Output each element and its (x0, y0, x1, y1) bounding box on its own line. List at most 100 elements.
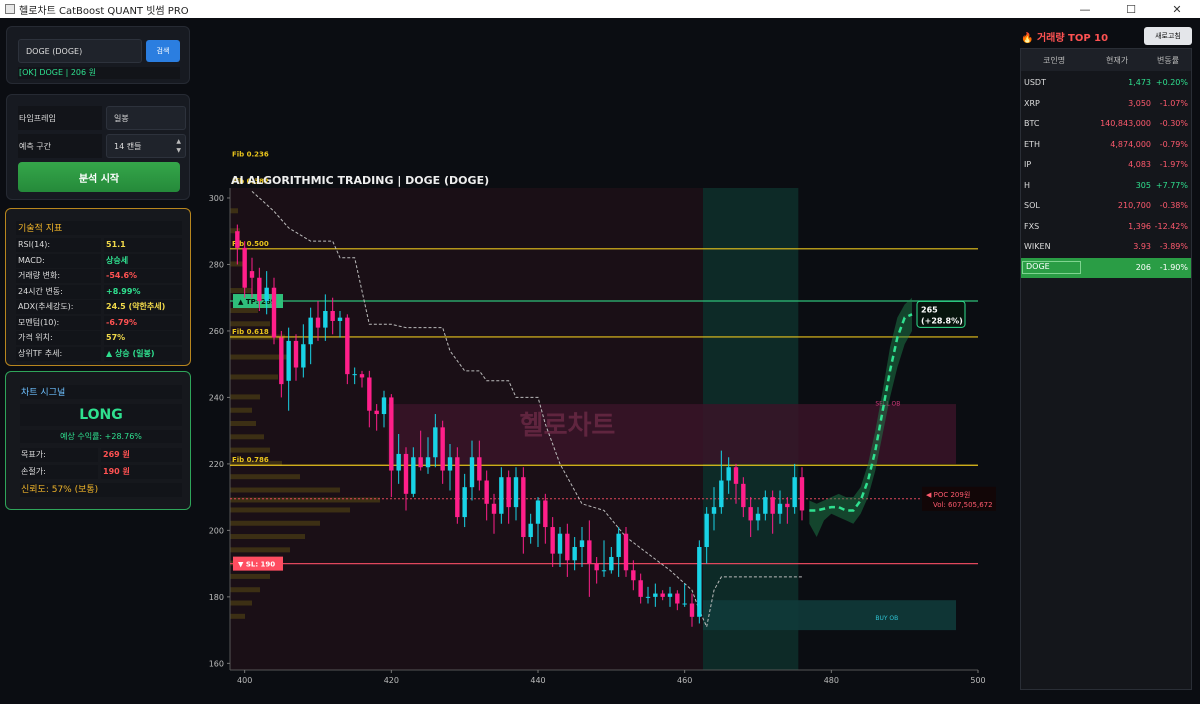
candle-body (235, 231, 240, 248)
candle-body (631, 570, 636, 581)
coin-price: 210,700 (1117, 201, 1151, 210)
coin-row[interactable]: SOL 210,700 -0.38% (1021, 196, 1191, 216)
coin-name: FXS (1024, 221, 1040, 231)
indicator-key: 가격 위치: (16, 331, 101, 345)
coin-name: XRP (1024, 98, 1040, 108)
coin-row[interactable]: IP 4,083 -1.97% (1021, 155, 1191, 175)
buy-ob-zone (703, 600, 956, 631)
candlestick-chart[interactable]: 헬로차트 160 180 200 220 240 260 280 300 400 420 440 460… (196, 18, 1008, 700)
indicator-value: 57% (104, 331, 182, 345)
x-tick-label: 400 (237, 676, 252, 685)
candle-body (249, 271, 255, 278)
candle-body (513, 477, 519, 508)
coin-row[interactable]: BTC 140,843,000 -0.30% (1021, 114, 1191, 134)
coin-change: -1.90% (1159, 262, 1188, 272)
buy-ob-label: BUY OB (875, 615, 898, 622)
signal-title: 차트 시그널 (20, 385, 182, 399)
volume-profile-bar (230, 407, 252, 413)
tp-label: ▲ TP: 269 (238, 298, 276, 306)
stop-label: 손절가: (20, 465, 98, 479)
signal-confidence: 신뢰도: 57% (보통) (20, 483, 182, 497)
coin-price: 206 (1135, 262, 1151, 272)
coin-change: -0.79% (1159, 139, 1188, 149)
candle-body (579, 540, 585, 548)
coin-price: 1,473 (1128, 78, 1151, 87)
coin-row[interactable]: XRP 3,050 -1.07% (1021, 94, 1191, 114)
indicator-key: RSI(14): (16, 238, 101, 252)
maximize-button[interactable]: ☐ (1126, 2, 1136, 16)
top10-title: 🔥 거래량 TOP 10 (1021, 29, 1108, 44)
coin-row[interactable]: DOGE 206 -1.90% (1021, 257, 1191, 278)
header-coin: 코인명 (1043, 56, 1066, 65)
candle-body (733, 467, 739, 484)
volume-profile-bar (230, 487, 340, 493)
timeframe-value: 일봉 (114, 113, 129, 123)
target-row: 목표가: 269 원 (20, 448, 182, 462)
candle-body (528, 523, 533, 538)
candle-body (535, 500, 541, 524)
poc-label: ◀ POC 209원 (926, 490, 970, 499)
candle-body (315, 317, 321, 328)
candle-body (440, 427, 445, 471)
target-badge (916, 300, 966, 328)
target-badge-pct: (+28.8%) (921, 316, 963, 325)
x-tick-label: 420 (384, 676, 399, 685)
coin-row[interactable]: WIKEN 3.93 -3.89% (1021, 237, 1191, 257)
candle-body (609, 556, 614, 571)
coin-row[interactable]: H 305 +7.77% (1021, 176, 1191, 196)
candle-body (675, 593, 680, 604)
target-label: 목표가: (20, 448, 98, 462)
close-button[interactable]: ✕ (1172, 2, 1182, 16)
spin-arrows-icon[interactable]: ▲ ▼ (176, 138, 181, 154)
volume-profile-bar (230, 208, 238, 214)
candle-body (323, 310, 328, 328)
coin-change: +0.20% (1155, 78, 1188, 87)
volume-profile-bar (230, 474, 300, 480)
coin-price: 4,083 (1128, 160, 1151, 169)
table-header: 코인명 현재가 변동률 (1021, 49, 1191, 71)
minimize-button[interactable]: — (1079, 2, 1091, 16)
signal-direction: LONG (20, 404, 182, 426)
y-tick-label: 200 (209, 526, 224, 535)
indicators-panel: 기술적 지표 RSI(14): 51.1 MACD: 상승세 거래량 변화: -54.6%… (5, 208, 191, 366)
window-titlebar: 헬로차트 CatBoost QUANT 빗썸 PRO — ☐ ✕ (0, 0, 1200, 18)
candle-body (359, 374, 365, 378)
candle-body (755, 513, 761, 521)
price-chart-area[interactable]: 헬로차트 160 180 200 220 240 260 280 300 400 420 440 460… (196, 18, 1008, 700)
y-tick-label: 180 (209, 593, 224, 602)
candle-body (389, 397, 394, 471)
coin-price: 4,874,000 (1110, 139, 1151, 149)
coin-row[interactable]: USDT 1,473 +0.20% (1021, 73, 1191, 93)
analyze-button[interactable]: 분석 시작 (18, 162, 180, 192)
search-button[interactable]: 검색 (146, 40, 180, 62)
coin-row[interactable]: ETH 4,874,000 -0.79% (1021, 135, 1191, 155)
indicators-title: 기술적 지표 (16, 221, 182, 235)
coin-price: 140,843,000 (1100, 119, 1151, 128)
volume-profile-bar (230, 497, 380, 503)
horizon-label: 예측 구간 (18, 134, 102, 158)
indicator-value: 상승세 (104, 253, 182, 268)
coin-price: 3.93 (1133, 242, 1151, 251)
candle-body (381, 397, 387, 415)
coin-change: -1.97% (1159, 160, 1188, 169)
header-change: 변동률 (1157, 56, 1180, 65)
candle-body (719, 480, 724, 508)
horizon-value: 14 캔들 (114, 141, 142, 151)
refresh-button[interactable]: 새로고침 (1144, 27, 1192, 45)
indicator-row: 가격 위치: 57% (16, 331, 182, 345)
top10-title-text: 거래량 TOP 10 (1036, 33, 1109, 44)
timeframe-select[interactable]: 일봉 (106, 106, 186, 130)
candle-body (469, 457, 475, 488)
coin-row[interactable]: FXS 1,396 -12.42% (1021, 217, 1191, 237)
symbol-search-input[interactable] (18, 39, 142, 63)
candle-body (345, 317, 350, 375)
fib-label: Fib 0.786 (232, 456, 269, 464)
expected-return: 예상 수익률: +28.76% (20, 430, 182, 443)
trailing-stop-line (251, 190, 802, 629)
horizon-spinbox[interactable]: 14 캔들 ▲ ▼ (106, 134, 186, 158)
coin-name: IP (1024, 160, 1032, 169)
candle-body (477, 457, 482, 481)
indicator-key: 거래량 변화: (16, 269, 101, 283)
candle-body (763, 497, 768, 514)
indicator-row: 상위TF 추세: ▲ 상승 (일봉) (16, 346, 182, 361)
